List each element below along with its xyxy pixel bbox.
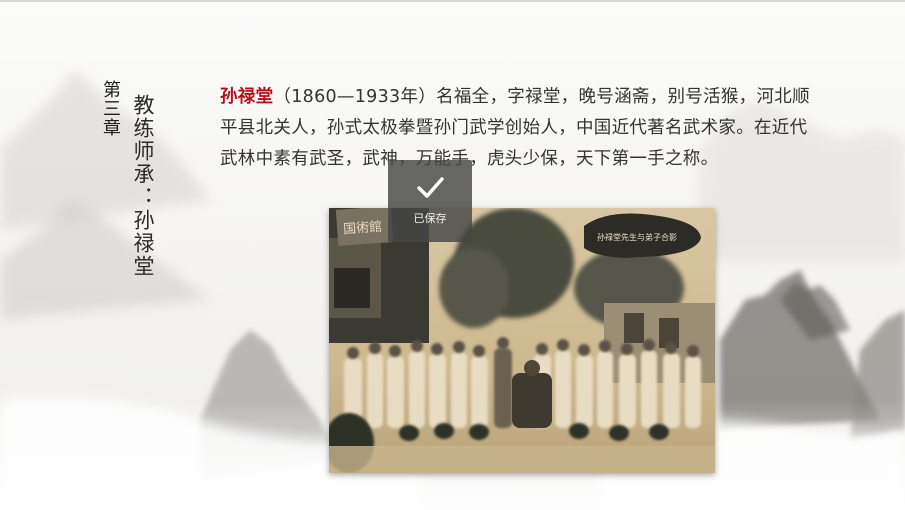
check-icon <box>417 177 444 198</box>
chapter-label: 第三章 <box>100 80 121 137</box>
top-divider <box>0 0 905 2</box>
biography-paragraph: 孙禄堂（1860—1933年）名福全，字禄堂，晚号涵斋，别号活猴，河北顺平县北关… <box>220 82 810 175</box>
section-title: 教练师承：孙禄堂 <box>131 94 155 278</box>
saved-toast-label: 已保存 <box>413 212 447 225</box>
person-name: 孙禄堂 <box>220 87 274 107</box>
photo-illustration: 国術館 孙禄堂先生与弟子合影 <box>329 208 715 473</box>
saved-toast: 已保存 <box>388 160 472 242</box>
biography-text: （1860—1933年）名福全，字禄堂，晚号涵斋，别号活猴，河北顺平县北关人，孙… <box>220 87 810 169</box>
plaque-text: 国術館 <box>343 220 383 238</box>
photo-caption-cloud: 孙禄堂先生与弟子合影 <box>597 232 677 242</box>
historical-group-photo: 国術館 孙禄堂先生与弟子合影 <box>329 208 715 473</box>
